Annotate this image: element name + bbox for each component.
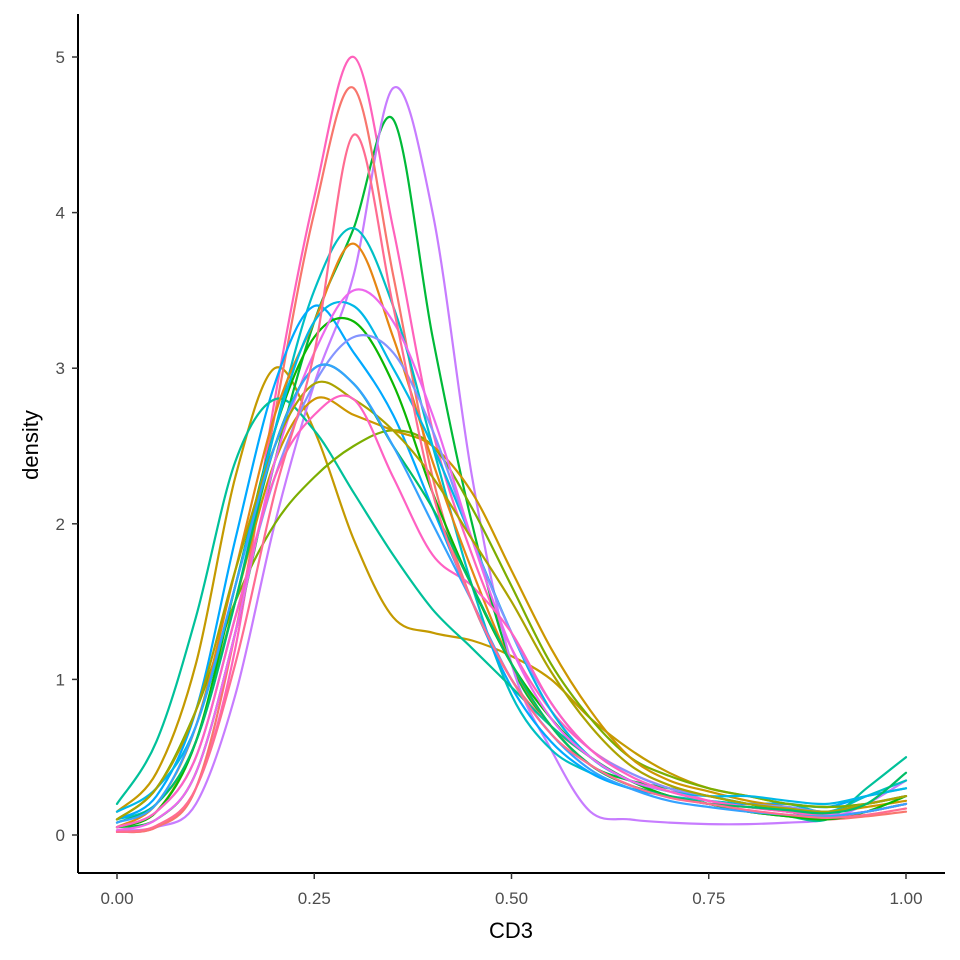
x-tick-label: 1.00	[889, 889, 922, 908]
density-curve-2	[115, 55, 908, 834]
x-tick-label: 0.00	[100, 889, 133, 908]
y-axis-title: density	[18, 410, 43, 480]
density-curve-7	[115, 304, 908, 821]
density-curve-6	[115, 227, 908, 821]
y-axis-ticks: 0 1 2 3 4 5	[56, 48, 78, 845]
density-curve-15	[115, 288, 908, 832]
x-tick-label: 0.50	[495, 889, 528, 908]
y-tick-label: 5	[56, 48, 65, 67]
y-tick-label: 0	[56, 826, 65, 845]
density-curve-16	[115, 380, 908, 821]
density-curve-19	[115, 363, 908, 824]
density-curve-14	[115, 334, 908, 829]
density-curve-18	[115, 363, 908, 824]
y-tick-label: 2	[56, 515, 65, 534]
x-tick-label: 0.75	[692, 889, 725, 908]
x-axis-title: CD3	[489, 918, 533, 943]
density-curve-9	[115, 429, 908, 821]
y-tick-label: 4	[56, 204, 65, 223]
density-curves	[115, 55, 908, 834]
density-curve-3	[115, 115, 908, 829]
density-curve-20	[115, 133, 908, 833]
density-curve-4	[115, 85, 908, 832]
x-tick-label: 0.25	[298, 889, 331, 908]
density-curve-8	[115, 397, 908, 823]
y-tick-label: 1	[56, 670, 65, 689]
y-tick-label: 3	[56, 359, 65, 378]
density-curve-13	[115, 300, 908, 813]
x-axis-ticks: 0.00 0.25 0.50 0.75 1.00	[100, 873, 923, 908]
